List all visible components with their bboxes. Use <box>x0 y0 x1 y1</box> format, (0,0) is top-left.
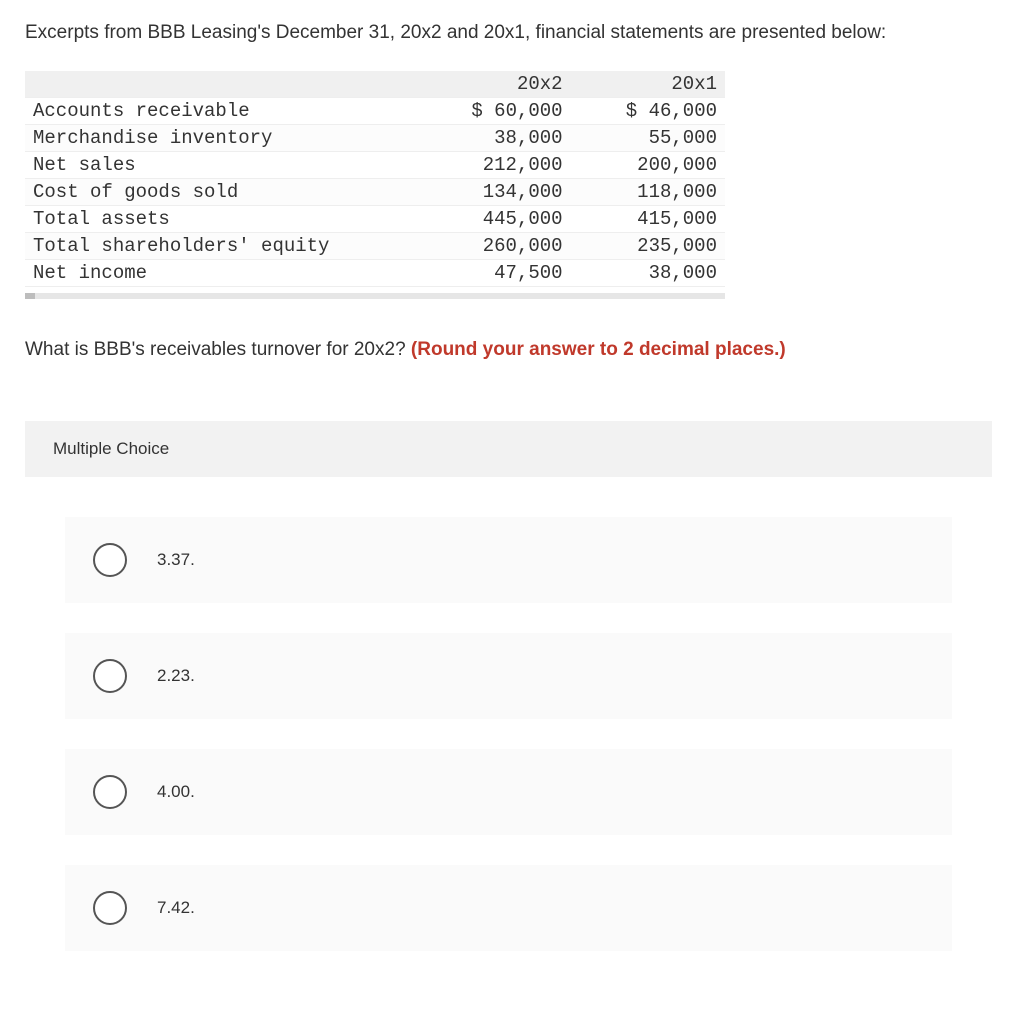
table-scrollbar-thumb[interactable] <box>25 293 35 299</box>
row-value-20x2: 445,000 <box>416 205 570 232</box>
row-value-20x2: 134,000 <box>416 178 570 205</box>
row-value-20x2: $ 60,000 <box>416 97 570 124</box>
table-row: Total assets 445,000 415,000 <box>25 205 725 232</box>
row-label: Net sales <box>25 151 416 178</box>
radio-icon[interactable] <box>93 543 127 577</box>
radio-icon[interactable] <box>93 891 127 925</box>
row-label: Total shareholders' equity <box>25 232 416 259</box>
question-hint: (Round your answer to 2 decimal places.) <box>411 339 786 360</box>
row-value-20x2: 212,000 <box>416 151 570 178</box>
radio-icon[interactable] <box>93 659 127 693</box>
choice-label: 3.37. <box>157 550 195 570</box>
table-row: Total shareholders' equity 260,000 235,0… <box>25 232 725 259</box>
row-value-20x2: 38,000 <box>416 124 570 151</box>
table-row: Net income 47,500 38,000 <box>25 259 725 286</box>
table-row: Accounts receivable $ 60,000 $ 46,000 <box>25 97 725 124</box>
col-header-blank <box>25 71 416 98</box>
choice-option[interactable]: 3.37. <box>65 517 952 603</box>
choice-option[interactable]: 2.23. <box>65 633 952 719</box>
row-value-20x2: 260,000 <box>416 232 570 259</box>
choice-option[interactable]: 4.00. <box>65 749 952 835</box>
row-label: Net income <box>25 259 416 286</box>
row-value-20x1: 55,000 <box>571 124 725 151</box>
row-label: Cost of goods sold <box>25 178 416 205</box>
choice-option[interactable]: 7.42. <box>65 865 952 951</box>
row-value-20x1: $ 46,000 <box>571 97 725 124</box>
table-row: Merchandise inventory 38,000 55,000 <box>25 124 725 151</box>
table-header-row: 20x2 20x1 <box>25 71 725 98</box>
row-label: Accounts receivable <box>25 97 416 124</box>
table-row: Net sales 212,000 200,000 <box>25 151 725 178</box>
choice-label: 2.23. <box>157 666 195 686</box>
row-label: Total assets <box>25 205 416 232</box>
radio-icon[interactable] <box>93 775 127 809</box>
table-scrollbar-track[interactable] <box>25 293 725 299</box>
col-header-20x1: 20x1 <box>571 71 725 98</box>
row-value-20x1: 200,000 <box>571 151 725 178</box>
row-label: Merchandise inventory <box>25 124 416 151</box>
financial-table: 20x2 20x1 Accounts receivable $ 60,000 $… <box>25 71 725 287</box>
row-value-20x2: 47,500 <box>416 259 570 286</box>
table-row: Cost of goods sold 134,000 118,000 <box>25 178 725 205</box>
multiple-choice-header: Multiple Choice <box>25 421 992 477</box>
choice-label: 7.42. <box>157 898 195 918</box>
row-value-20x1: 38,000 <box>571 259 725 286</box>
choice-label: 4.00. <box>157 782 195 802</box>
row-value-20x1: 118,000 <box>571 178 725 205</box>
row-value-20x1: 235,000 <box>571 232 725 259</box>
col-header-20x2: 20x2 <box>416 71 570 98</box>
intro-text: Excerpts from BBB Leasing's December 31,… <box>25 20 992 47</box>
question-text: What is BBB's receivables turnover for 2… <box>25 339 992 361</box>
row-value-20x1: 415,000 <box>571 205 725 232</box>
question-main: What is BBB's receivables turnover for 2… <box>25 339 411 360</box>
